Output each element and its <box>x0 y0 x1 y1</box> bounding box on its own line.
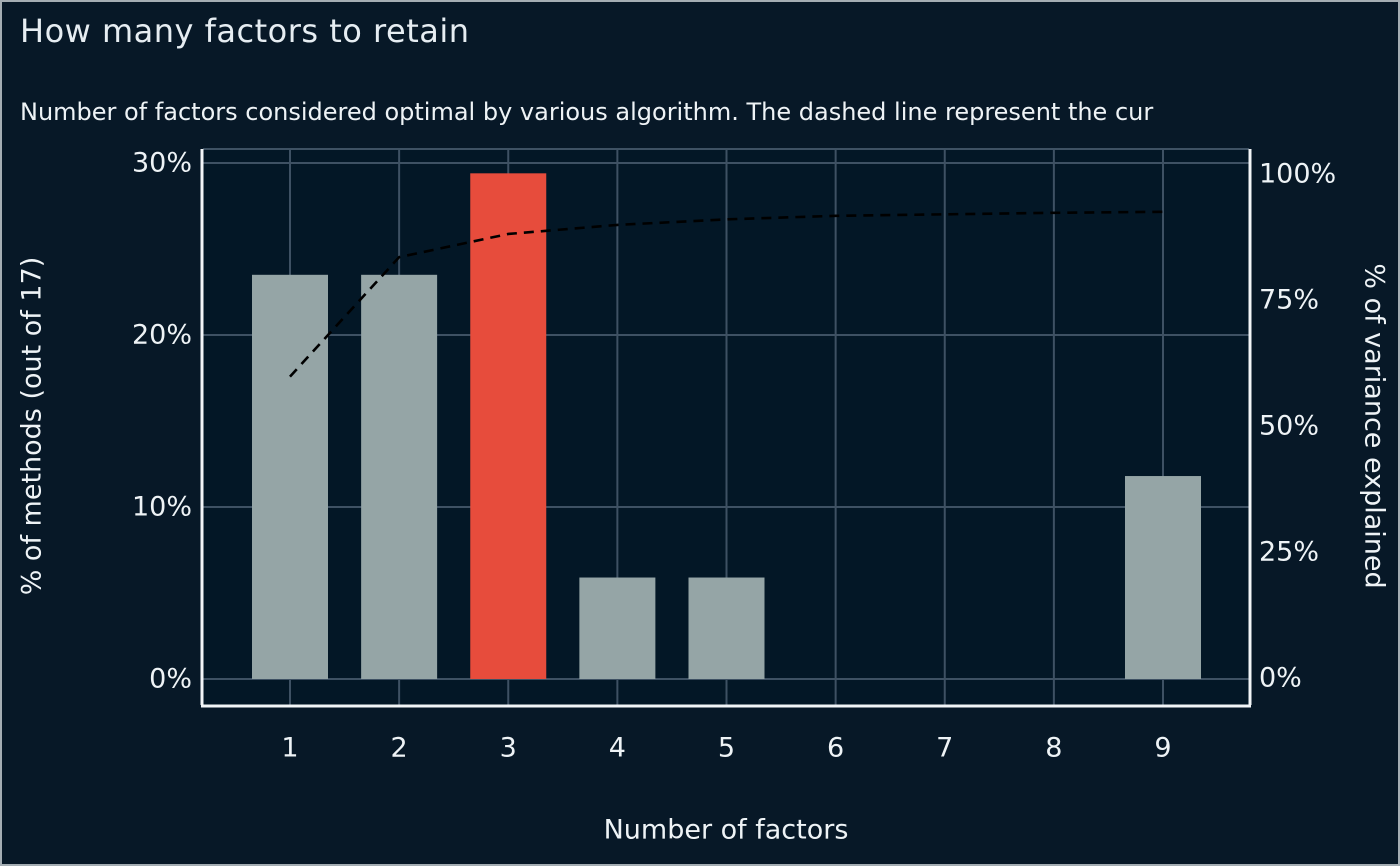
x-axis-title: Number of factors <box>603 814 849 846</box>
y-axis-left-title: % of methods (out of 17) <box>16 256 48 596</box>
x-tick-label-3: 3 <box>499 732 517 764</box>
x-tick-label-4: 4 <box>608 732 626 764</box>
x-tick-label-7: 7 <box>936 732 954 764</box>
bar-factor-9 <box>1125 476 1201 679</box>
bar-factor-2 <box>361 274 438 679</box>
bar-factor-4 <box>579 577 656 679</box>
bar-factor-5 <box>688 577 765 679</box>
y-left-tick-label-10%: 10% <box>131 491 192 523</box>
x-tick-label-1: 1 <box>281 732 299 764</box>
y-left-tick-label-0%: 0% <box>149 663 192 695</box>
x-tick-label-8: 8 <box>1045 732 1063 764</box>
x-tick-label-2: 2 <box>390 732 408 764</box>
y-axis-right-title: % of variance explained <box>1358 263 1390 589</box>
chart-title: How many factors to retain <box>20 12 470 50</box>
chart-subtitle: Number of factors considered optimal by … <box>20 98 1154 126</box>
x-tick-label-6: 6 <box>827 732 845 764</box>
x-tick-label-5: 5 <box>717 732 736 764</box>
y-right-tick-label-25%: 25% <box>1259 536 1320 568</box>
y-right-tick-label-0%: 0% <box>1259 662 1302 694</box>
y-left-tick-label-30%: 30% <box>131 147 192 179</box>
y-right-tick-label-100%: 100% <box>1259 158 1337 190</box>
y-right-tick-label-50%: 50% <box>1259 410 1320 442</box>
y-right-tick-label-75%: 75% <box>1259 284 1320 316</box>
bar-factor-1 <box>252 274 328 679</box>
bar-factor-3-highlighted <box>470 173 547 679</box>
cumulative-variance-line <box>289 210 1164 378</box>
x-tick-label-9: 9 <box>1154 732 1172 764</box>
y-left-tick-label-20%: 20% <box>131 319 192 351</box>
